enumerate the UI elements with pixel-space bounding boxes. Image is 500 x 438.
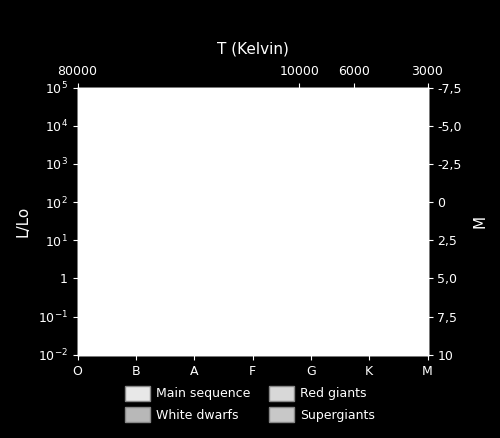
X-axis label: T (Kelvin): T (Kelvin): [216, 42, 288, 57]
Y-axis label: M: M: [473, 215, 488, 228]
Legend: Main sequence, White dwarfs, Red giants, Supergiants: Main sequence, White dwarfs, Red giants,…: [120, 381, 380, 427]
Y-axis label: L/Lo: L/Lo: [16, 205, 30, 237]
